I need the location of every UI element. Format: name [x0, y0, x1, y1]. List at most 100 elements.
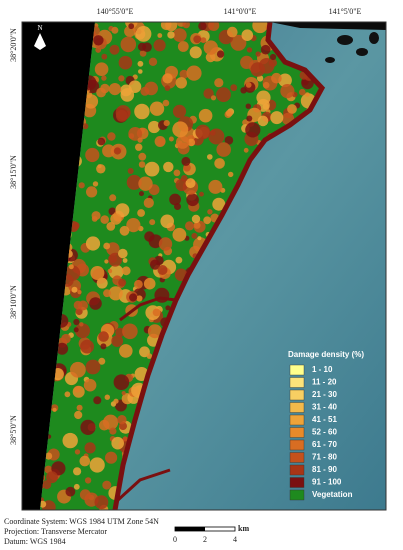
- damage-patch: [245, 82, 252, 88]
- damage-patch: [207, 154, 213, 160]
- legend-label: 61 - 70: [312, 440, 337, 449]
- legend-swatch: [289, 489, 305, 501]
- damage-patch: [246, 115, 253, 122]
- legend-swatch: [289, 439, 305, 451]
- damage-patch: [90, 266, 105, 280]
- damage-patch: [228, 171, 234, 178]
- damage-patch: [255, 51, 261, 57]
- damage-patch: [89, 457, 105, 473]
- damage-patch: [85, 359, 101, 375]
- river: [116, 296, 177, 502]
- damage-patch: [121, 391, 126, 396]
- damage-patch: [299, 88, 306, 96]
- legend-title: Damage density (%): [288, 350, 364, 359]
- damage-patch: [109, 44, 120, 55]
- damage-patch: [46, 471, 58, 484]
- damage-patch: [113, 147, 121, 155]
- damage-patch: [256, 90, 271, 105]
- damage-patch: [181, 156, 191, 166]
- damage-patch: [93, 396, 102, 405]
- damage-patch: [227, 26, 238, 38]
- damage-patch: [214, 78, 224, 88]
- damage-patch: [146, 353, 153, 359]
- damage-patch: [245, 103, 251, 109]
- damage-patch: [122, 436, 128, 442]
- damage-patch: [172, 104, 187, 118]
- damage-patch: [140, 86, 150, 96]
- map-frame: [21, 21, 387, 511]
- damage-patch: [157, 265, 168, 275]
- damage-patch: [129, 293, 138, 302]
- legend-label: 81 - 90: [312, 465, 337, 474]
- scale-label: 4: [233, 535, 237, 544]
- damage-patch: [73, 327, 79, 333]
- damage-patch: [224, 136, 234, 145]
- damage-patch: [82, 123, 89, 130]
- damage-patch: [205, 52, 216, 63]
- damage-patch: [148, 120, 161, 134]
- legend-swatch: [289, 477, 305, 488]
- scale-unit: km: [238, 524, 249, 533]
- damage-patch: [138, 69, 143, 74]
- no-data-area: [22, 22, 95, 510]
- damage-patch: [134, 103, 150, 120]
- legend-label: 21 - 30: [312, 390, 337, 399]
- damage-patch: [107, 132, 116, 141]
- damage-patch: [203, 88, 214, 99]
- damage-patch: [154, 136, 166, 147]
- damage-patch: [216, 87, 231, 103]
- damage-patch: [93, 35, 104, 46]
- damage-patch: [109, 194, 117, 202]
- scale-label: 2: [203, 535, 207, 544]
- islands: [325, 32, 379, 63]
- damage-patch: [110, 213, 122, 225]
- damage-patch: [51, 461, 66, 476]
- damage-patch: [270, 111, 284, 125]
- damage-patch: [216, 142, 231, 157]
- damage-patch: [111, 436, 124, 450]
- damage-patch: [162, 73, 173, 84]
- damage-patch: [162, 99, 170, 107]
- damage-patch: [175, 178, 188, 192]
- legend-swatch: [289, 414, 305, 426]
- damage-patch: [207, 209, 213, 215]
- damage-patch: [287, 104, 297, 114]
- damage-patch: [73, 318, 80, 326]
- damage-patch: [117, 415, 127, 425]
- damage-patch: [106, 222, 116, 231]
- damage-patch: [214, 158, 225, 169]
- damage-patch: [94, 495, 109, 510]
- longitude-label: 141°5'0"E: [329, 7, 362, 16]
- longitude-label: 140°55'0"E: [97, 7, 134, 16]
- damage-patch: [98, 331, 109, 342]
- damage-patch: [186, 65, 202, 81]
- damage-patch: [72, 385, 85, 398]
- legend-swatch: [289, 377, 305, 388]
- damage-patch: [73, 467, 82, 476]
- damage-patch: [105, 451, 118, 464]
- damage-patch: [118, 75, 125, 82]
- damage-patch: [76, 404, 83, 411]
- damage-patch: [176, 135, 190, 149]
- damage-patch: [208, 22, 220, 31]
- damage-patch: [172, 28, 187, 42]
- damage-patch: [193, 35, 202, 44]
- damage-patch: [135, 143, 143, 151]
- damage-patch: [68, 264, 74, 270]
- damage-patch: [118, 278, 127, 287]
- damage-patch: [92, 181, 99, 187]
- damage-patch: [191, 214, 201, 224]
- damage-patch: [73, 300, 83, 310]
- damage-patch: [96, 277, 108, 289]
- damage-patch: [122, 323, 138, 340]
- damage-patch: [128, 126, 143, 141]
- legend-label: 11 - 20: [312, 378, 337, 387]
- damage-patch: [126, 218, 141, 233]
- damage-patch: [137, 209, 146, 217]
- damage-patch: [256, 75, 264, 82]
- damage-patch: [172, 121, 189, 138]
- damage-patch: [137, 137, 143, 143]
- damage-patch: [230, 84, 238, 92]
- damage-patch: [199, 191, 204, 197]
- damage-patch: [96, 164, 106, 174]
